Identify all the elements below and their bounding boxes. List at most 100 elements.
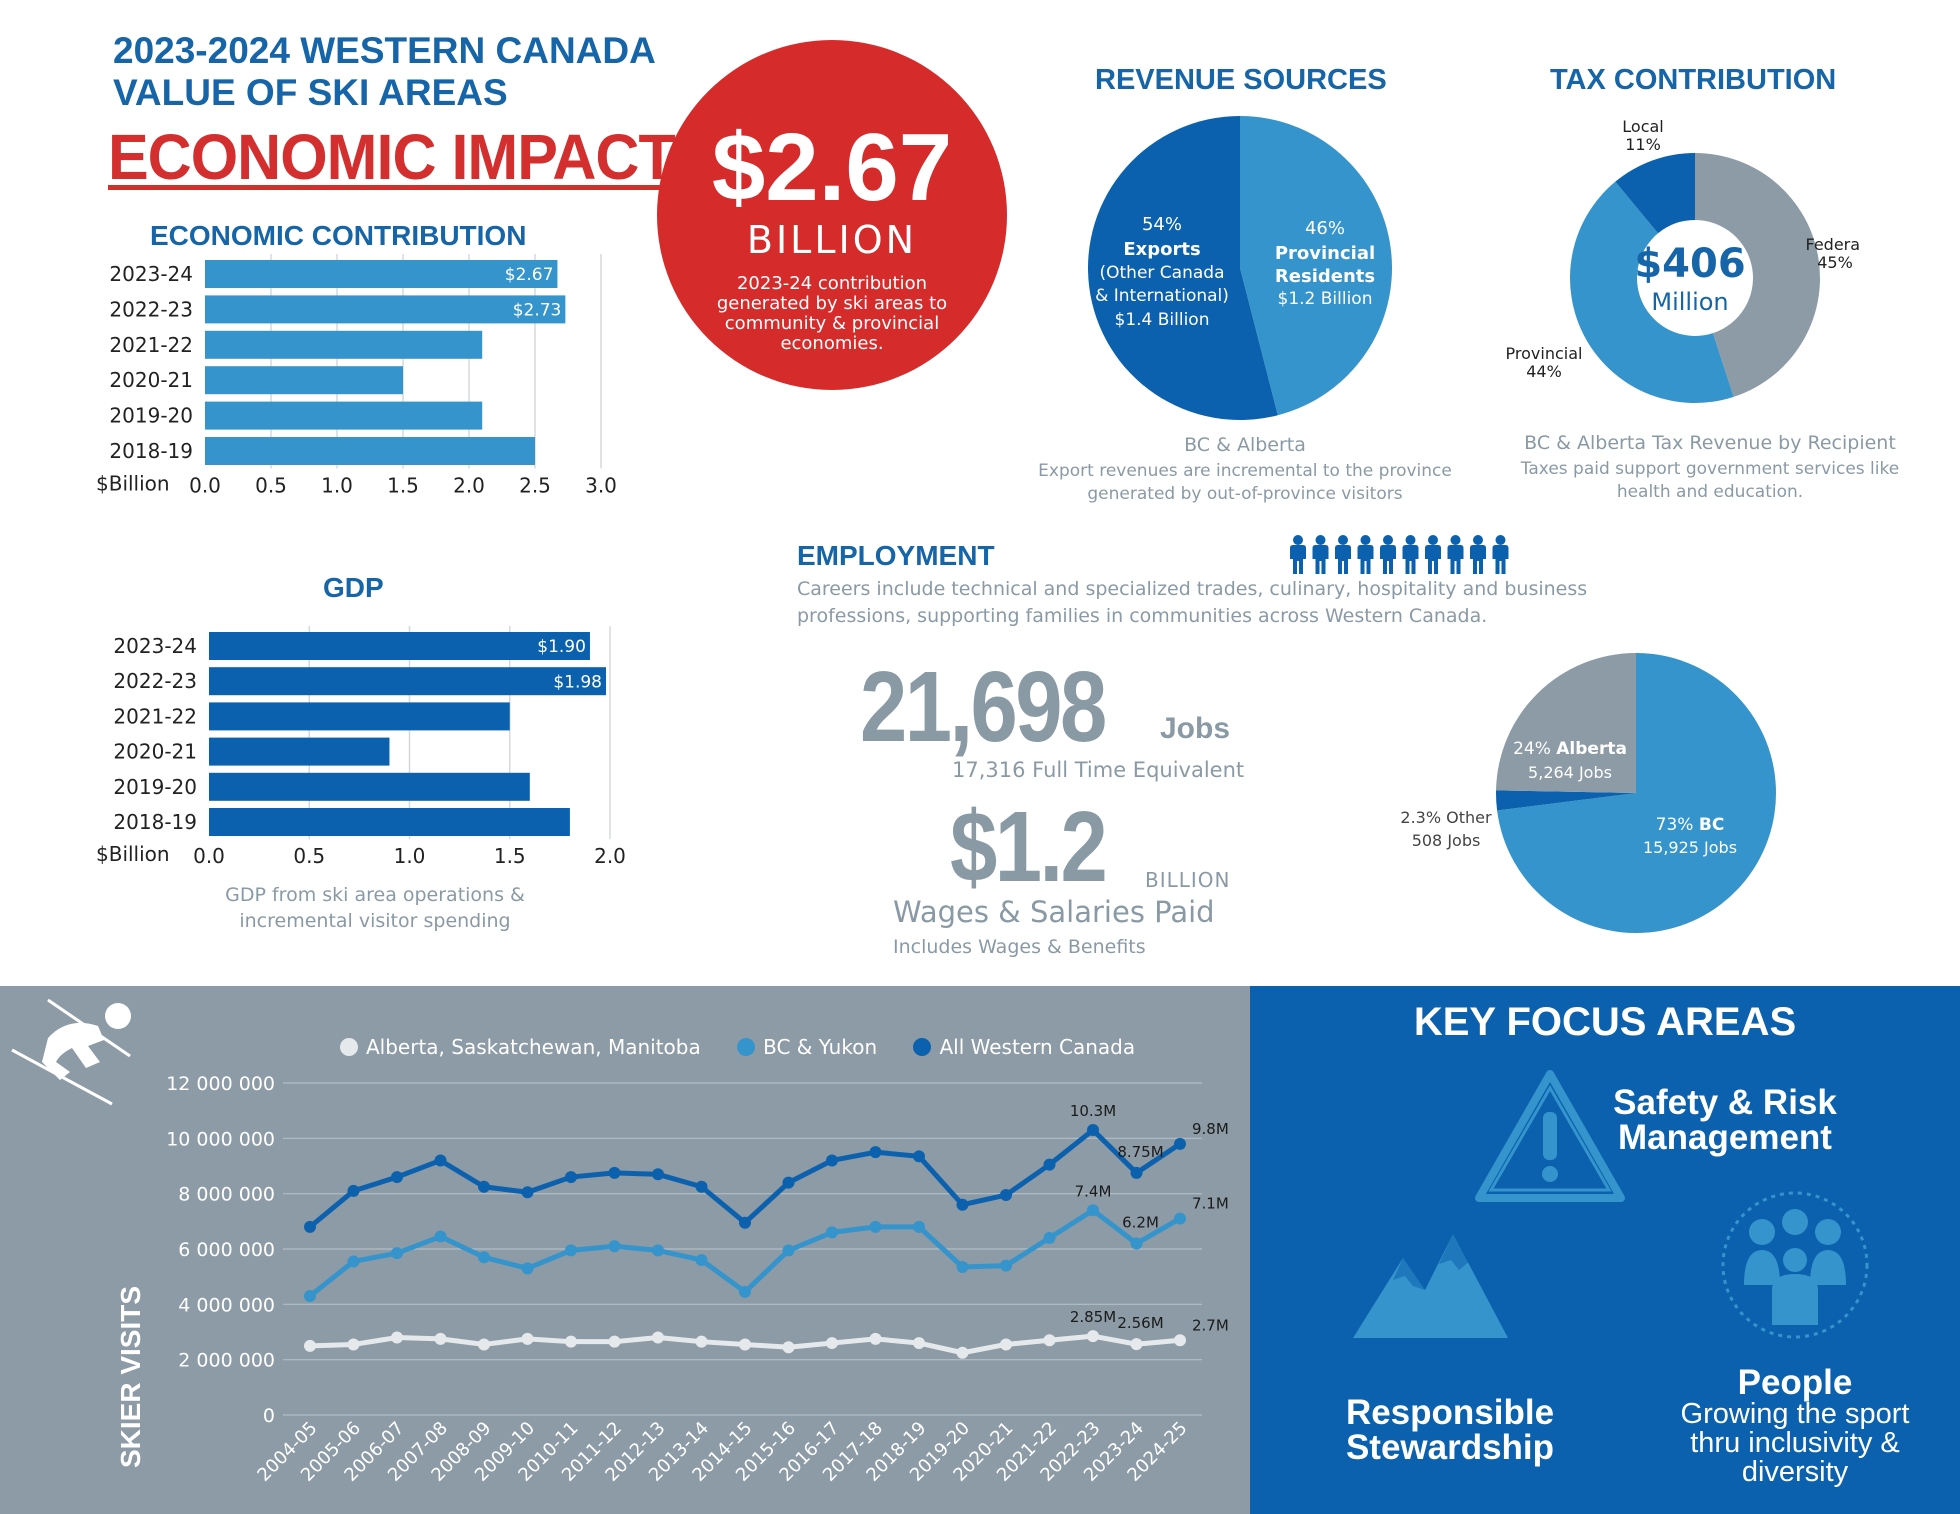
person-icon [1335, 535, 1351, 574]
series-point [695, 1254, 708, 1267]
skier-visits-chart: 0 2 000 000 4 000 000 6 000 000 8 000 000 10 … [166, 1073, 1229, 1486]
headline-value: $2.67 [711, 114, 953, 221]
category-label: 2019-20 [109, 404, 193, 428]
series-point [956, 1260, 969, 1273]
bar [209, 667, 606, 696]
stewardship-line-2: Stewardship [1345, 1428, 1555, 1467]
category-label: 2022-23 [113, 669, 197, 693]
person-icon [1290, 535, 1306, 574]
donut-center-unit: Million [1651, 288, 1728, 316]
category-label: 2023-24 [113, 634, 197, 658]
series-point [826, 1337, 838, 1350]
pie-slice [1615, 153, 1695, 234]
heading-underline [108, 185, 668, 190]
jobs-value: 21,698 [860, 651, 1107, 763]
slice-percent: 45% [1817, 253, 1853, 272]
person-body [1470, 545, 1486, 574]
data-label: 2.85M [1070, 1308, 1116, 1326]
slice-detail: 508 Jobs [1412, 831, 1481, 850]
pie-slice [1240, 116, 1392, 416]
series-point [913, 1220, 925, 1233]
series-point [608, 1166, 621, 1179]
series-point [565, 1171, 577, 1184]
data-label: 8.75M [1117, 1143, 1163, 1161]
community-icon [1721, 1191, 1869, 1339]
person-icon [1312, 535, 1329, 574]
x-axis-label: $Billion [96, 471, 170, 495]
series-point [652, 1244, 664, 1257]
series-point [391, 1171, 403, 1184]
bar [205, 295, 566, 324]
bar-value-label: $2.73 [513, 301, 562, 321]
tax-caption: Taxes paid support government services l… [1520, 459, 1900, 502]
slice-percent: 54% [1142, 214, 1182, 235]
series-point [782, 1244, 795, 1257]
x-tick-label: 0.0 [189, 473, 221, 497]
series-point [478, 1180, 490, 1193]
bar [209, 772, 530, 801]
category-label: 2021-22 [113, 704, 197, 728]
series-point [1000, 1259, 1012, 1272]
people-focus-title: People [1737, 1363, 1853, 1402]
person-body [1380, 545, 1396, 574]
series-point [608, 1240, 621, 1253]
bar [205, 330, 483, 359]
wages-unit: BILLION [1145, 868, 1231, 892]
series-point [347, 1255, 360, 1268]
bar [209, 702, 510, 731]
series-point [304, 1220, 316, 1233]
data-label: 2.7M [1192, 1316, 1229, 1334]
headline-circle: $2.67 BILLION 2023-24 contribution gener… [657, 40, 1007, 390]
slice-detail: 5,264 Jobs [1528, 763, 1612, 782]
slice-detail: $1.4 Billion [1115, 310, 1210, 330]
person-body [1492, 545, 1509, 574]
data-label: 9.8M [1192, 1120, 1229, 1138]
people-focus-line-2: thru inclusivity & [1690, 1427, 1900, 1459]
slice-label: 24% Alberta [1513, 739, 1627, 759]
slice-percent: 46% [1305, 218, 1345, 239]
series-point [1087, 1204, 1099, 1217]
economic-contribution-chart: 0.0 0.5 1.0 1.5 2.0 2.5 3.0 $Billion 2023-24 $2.6… [96, 254, 617, 497]
bar [209, 632, 590, 660]
data-label: 10.3M [1070, 1102, 1116, 1120]
series-point [739, 1216, 751, 1229]
slice-percent: 11% [1625, 135, 1661, 154]
pie-slice [1695, 153, 1820, 397]
series-point [739, 1285, 751, 1298]
tax-contribution-title: TAX CONTRIBUTION [1550, 64, 1837, 96]
person-icon [1492, 535, 1509, 574]
series-point [521, 1262, 534, 1275]
slice-detail: 15,925 Jobs [1643, 838, 1737, 857]
series-point [565, 1244, 577, 1257]
person-head [1338, 535, 1348, 545]
series-point [434, 1230, 447, 1243]
revenue-sources-title: REVENUE SOURCES [1095, 64, 1387, 96]
person-body [1335, 545, 1351, 574]
tax-caption-title: BC & Alberta Tax Revenue by Recipient [1524, 432, 1896, 454]
person-body [1290, 545, 1306, 574]
bar [205, 260, 558, 288]
series-point [1087, 1124, 1099, 1137]
slice-subname: (Other Canada & International) [1095, 263, 1229, 306]
series-point [565, 1335, 577, 1348]
fte-text: 17,316 Full Time Equivalent [952, 758, 1245, 782]
legend-item-awc: All Western Canada [913, 1035, 1135, 1059]
series-line [308, 1127, 1182, 1229]
series-point [434, 1332, 447, 1345]
slice-percent: 44% [1526, 362, 1562, 381]
y-tick-label: 12 000 000 [166, 1073, 275, 1095]
slice-label: 73% BC [1656, 815, 1725, 835]
series-point [1043, 1334, 1056, 1347]
skier-icon [11, 998, 131, 1106]
safety-label: Safety & Risk Management [1590, 1085, 1860, 1155]
person-body [1447, 545, 1464, 574]
slice-name: Federal [1806, 235, 1861, 254]
series-point [391, 1331, 403, 1344]
person-head [1293, 535, 1303, 545]
safety-line-2: Management [1618, 1118, 1832, 1157]
people-icons [1290, 535, 1509, 574]
category-label: 2019-20 [113, 775, 197, 799]
series-point [1130, 1338, 1143, 1351]
series-point [869, 1146, 882, 1159]
pie-slice [1496, 790, 1636, 811]
